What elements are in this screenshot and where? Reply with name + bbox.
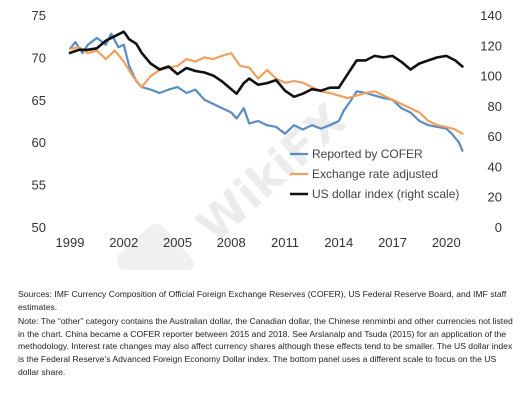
y-left-tick-label: 65: [32, 93, 46, 108]
y-right-tick-label: 60: [488, 129, 502, 144]
legend-label: Reported by COFER: [312, 147, 423, 161]
y-right-tick-label: 20: [488, 190, 502, 205]
x-tick-label: 2002: [109, 235, 138, 250]
axes: 50 55 60 65 70 75 0 20 40 60 80 100 120 140 1999 2002 20…: [32, 8, 502, 250]
x-tick-label: 2011: [271, 235, 299, 250]
legend-label: US dollar index (right scale): [312, 187, 459, 201]
y-right-tick-label: 140: [480, 8, 502, 23]
series-line-2: [68, 46, 464, 135]
series-line-1: [68, 32, 464, 152]
x-tick-label: 2014: [324, 235, 353, 250]
note-text: Note: The “other” category contains the …: [18, 316, 513, 377]
x-tick-label: 1999: [56, 235, 85, 250]
x-tick-label: 2008: [217, 235, 246, 250]
y-right-tick-label: 120: [480, 38, 502, 53]
y-left-tick-label: 60: [32, 135, 46, 150]
line-chart: WikiFX 505560657075020406080100120140199…: [32, 8, 502, 270]
legend: Reported by COFER Exchange rate adjusted U…: [290, 147, 459, 201]
series-line-3: [68, 30, 464, 99]
x-tick-label: 2017: [378, 235, 407, 250]
y-left-tick-label: 55: [32, 178, 46, 193]
x-tick-label: 2020: [432, 235, 461, 250]
watermark-logo-icon: [116, 223, 194, 270]
chart-notes: Sources: IMF Currency Composition of Off…: [18, 288, 518, 380]
series-lines: [68, 30, 464, 152]
y-left-tick-label: 75: [32, 8, 46, 23]
sources-text: Sources: IMF Currency Composition of Off…: [18, 289, 507, 312]
x-tick-label: 2005: [163, 235, 192, 250]
y-left-tick-label: 50: [32, 220, 46, 235]
y-right-tick-label: 40: [488, 159, 502, 174]
y-right-tick-label: 0: [495, 220, 502, 235]
legend-label: Exchange rate adjusted: [312, 167, 438, 181]
y-right-tick-label: 100: [480, 69, 502, 84]
y-left-tick-label: 70: [32, 50, 46, 65]
chart-area: WikiFX 50 55 60 65 70 75 0 20 40 60 80 100 120 140 199…: [32, 8, 502, 270]
y-right-tick-label: 80: [488, 99, 502, 114]
